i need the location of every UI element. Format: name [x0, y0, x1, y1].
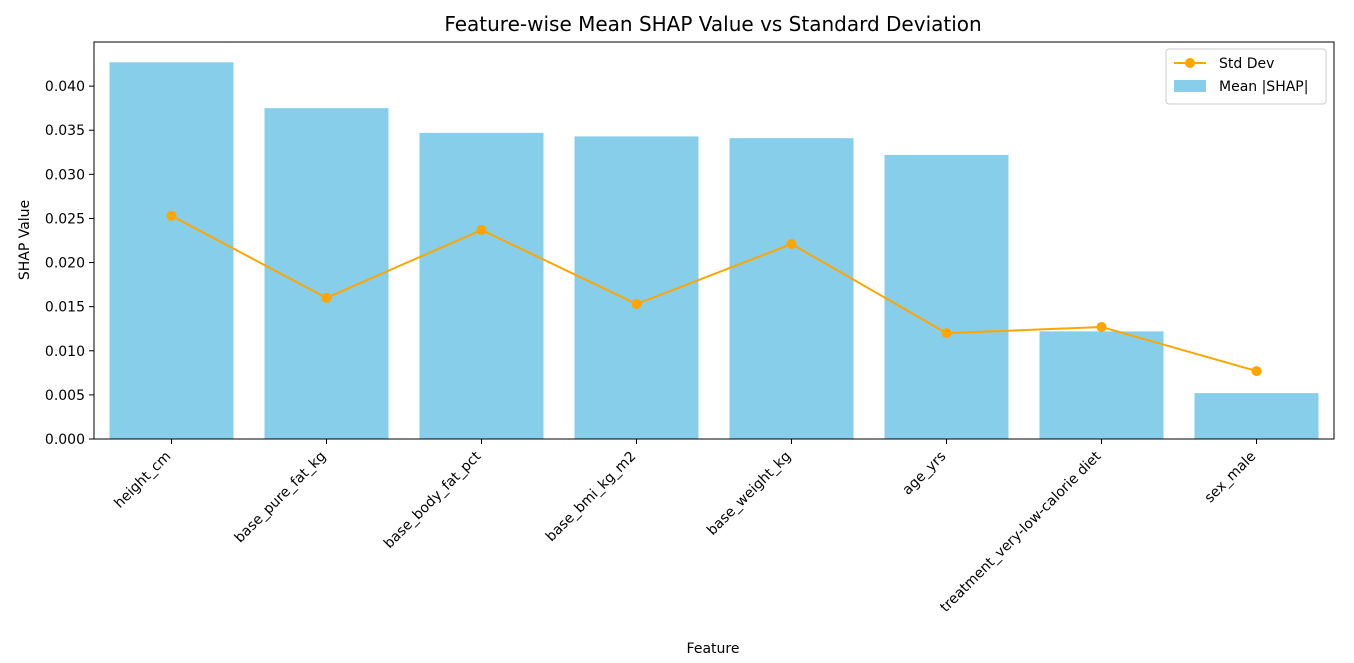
std-dev-point — [1251, 366, 1262, 377]
bar-series — [109, 62, 1319, 440]
bar-base-pure-fat-kg — [264, 108, 389, 440]
legend-std-dev-marker — [1185, 58, 1195, 68]
y-tick-label: 0.035 — [45, 123, 85, 139]
x-tick-label: base_body_fat_pct — [381, 448, 485, 552]
x-tick-label: height_cm — [111, 449, 174, 512]
y-tick-label: 0.010 — [45, 344, 85, 360]
legend-mean-shap-swatch — [1174, 80, 1206, 92]
y-tick-label: 0.000 — [45, 432, 85, 448]
y-tick-label: 0.025 — [45, 211, 85, 227]
x-tick-label: age_yrs — [900, 449, 950, 499]
line-series — [166, 210, 1262, 377]
std-dev-point — [941, 328, 952, 339]
std-dev-line — [171, 214, 1257, 373]
plot-frame — [93, 41, 1335, 440]
y-tick-label: 0.030 — [45, 167, 85, 183]
y-tick-label: 0.015 — [45, 300, 85, 316]
std-dev-point — [631, 299, 642, 310]
x-tick-label: sex_male — [1202, 449, 1260, 507]
x-tick-label: base_weight_kg — [704, 449, 794, 539]
x-tick-label: base_pure_fat_kg — [232, 449, 330, 547]
x-axis: height_cm base_pure_fat_kg base_body_fat_p… — [111, 439, 1259, 616]
x-axis-label: Feature — [687, 641, 740, 657]
bar-base-weight-kg — [729, 138, 854, 439]
std-dev-point — [1096, 321, 1107, 332]
std-dev-point — [476, 224, 487, 235]
y-tick-label: 0.020 — [45, 256, 85, 272]
std-dev-point — [786, 239, 797, 250]
y-axis: 0.000 0.005 0.010 0.015 0.020 0.025 0.030 0.035… — [45, 79, 94, 448]
bar-treatment-very-low-calorie-diet — [1039, 331, 1164, 439]
std-dev-point — [321, 292, 332, 303]
chart-title: Feature-wise Mean SHAP Value vs Standard… — [444, 12, 981, 36]
y-tick-label: 0.040 — [45, 79, 85, 95]
legend-std-dev-label: Std Dev — [1219, 56, 1274, 72]
std-dev-point — [166, 210, 177, 221]
legend-mean-shap-label: Mean |SHAP| — [1219, 79, 1308, 95]
bar-sex-male — [1194, 393, 1319, 439]
x-tick-label: treatment_very-low-calorie diet — [937, 448, 1104, 615]
legend: Std Dev Mean |SHAP| — [1165, 48, 1327, 105]
bar-age-yrs — [884, 154, 1009, 439]
bar-height-cm — [109, 62, 234, 440]
y-tick-label: 0.005 — [45, 388, 85, 404]
y-axis-label: SHAP Value — [17, 200, 33, 280]
x-tick-label: base_bmi_kg_m2 — [543, 449, 639, 545]
bar-base-body-fat-pct — [419, 132, 544, 439]
